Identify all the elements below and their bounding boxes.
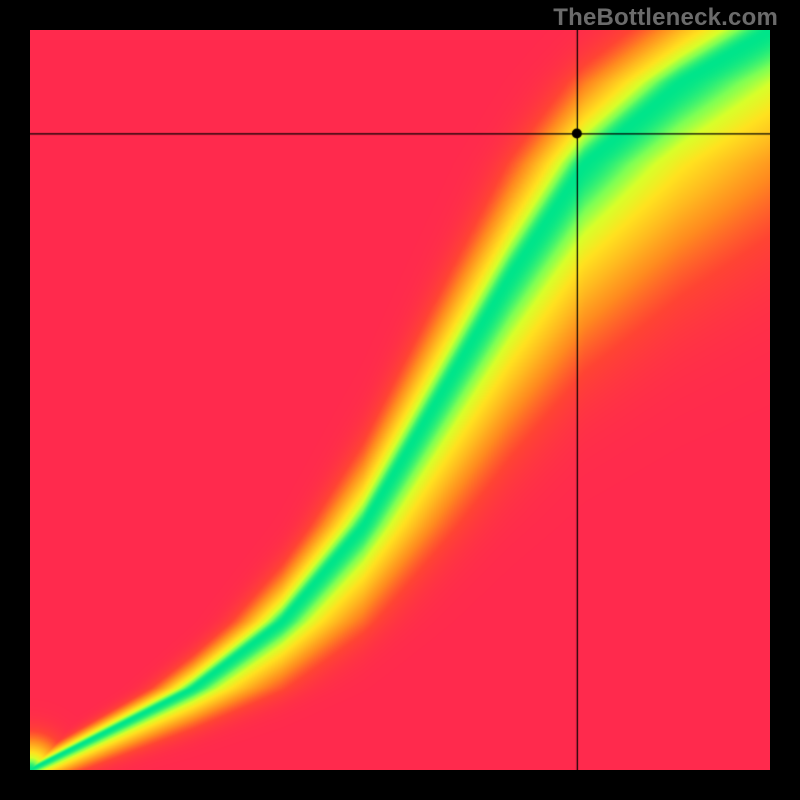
watermark-text: TheBottleneck.com <box>553 4 778 32</box>
chart-container: TheBottleneck.com <box>0 0 800 800</box>
bottleneck-heatmap <box>30 30 770 770</box>
